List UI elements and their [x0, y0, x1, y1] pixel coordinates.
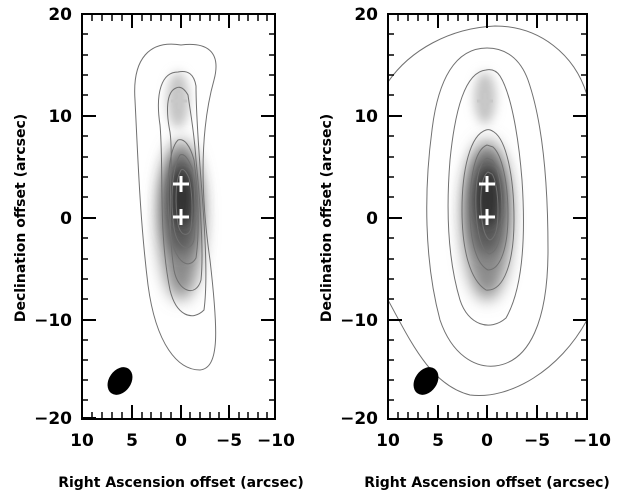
left-y-tick-label: −10 — [34, 311, 72, 331]
left-x-tick-label: −5 — [216, 431, 242, 451]
right-beam-ellipse — [413, 367, 439, 395]
left-markers — [171, 93, 189, 225]
left-ylabel: Declination offset (arcsec) — [13, 114, 29, 322]
left-y-tick-label: −20 — [34, 409, 72, 429]
left-panel: 20 10 0 −10 −20 10 5 0 −5 −10 Declinatio… — [13, 5, 304, 491]
left-y-tick-labels: 20 10 0 −10 −20 — [34, 5, 72, 429]
left-marker-north — [171, 93, 187, 109]
left-marker-center-upper — [173, 176, 189, 192]
right-x-tick-labels: 10 5 0 −5 −10 — [376, 431, 611, 451]
right-marker-north — [477, 93, 493, 109]
right-xlabel: Right Ascension offset (arcsec) — [364, 475, 610, 491]
left-x-tick-label: 5 — [126, 431, 138, 451]
right-y-minor-ticks — [388, 33, 587, 401]
right-panel: 20 10 0 −10 −20 10 5 0 −5 −10 Declinatio… — [319, 5, 611, 491]
right-x-tick-label: 5 — [432, 431, 444, 451]
right-y-tick-label: −10 — [340, 311, 378, 331]
left-x-tick-label: 0 — [175, 431, 187, 451]
left-contours — [134, 43, 217, 371]
right-x-tick-label: 10 — [376, 431, 400, 451]
right-y-tick-label: 10 — [354, 107, 378, 127]
right-y-ticks — [388, 115, 587, 321]
left-x-tick-labels: 10 5 0 −5 −10 — [70, 431, 295, 451]
right-x-tick-label: 0 — [481, 431, 493, 451]
right-x-minor-ticks — [397, 14, 578, 419]
right-ylabel: Declination offset (arcsec) — [319, 114, 335, 322]
left-y-minor-ticks — [82, 33, 275, 401]
left-xlabel: Right Ascension offset (arcsec) — [58, 475, 304, 491]
right-x-tick-label: −10 — [573, 431, 611, 451]
left-marker-center — [173, 209, 189, 225]
right-x-ticks — [437, 14, 538, 419]
left-x-tick-label: −10 — [257, 431, 295, 451]
right-y-tick-labels: 20 10 0 −10 −20 — [340, 5, 378, 429]
right-x-tick-label: −5 — [524, 431, 550, 451]
right-markers — [477, 93, 495, 225]
left-x-tick-label: 10 — [70, 431, 94, 451]
left-y-ticks — [82, 13, 275, 419]
left-x-ticks — [131, 14, 230, 419]
left-frame — [81, 13, 276, 420]
right-marker-center — [479, 209, 495, 225]
right-contours — [388, 25, 587, 397]
left-y-tick-label: 10 — [48, 107, 72, 127]
left-y-tick-label: 20 — [48, 5, 72, 25]
right-y-tick-label: 20 — [354, 5, 378, 25]
left-beam-ellipse — [107, 367, 133, 395]
left-x-minor-ticks — [91, 14, 268, 419]
right-y-tick-label: 0 — [366, 209, 378, 229]
right-marker-center-upper — [479, 176, 495, 192]
left-y-tick-label: 0 — [60, 209, 72, 229]
right-y-tick-label: −20 — [340, 409, 378, 429]
